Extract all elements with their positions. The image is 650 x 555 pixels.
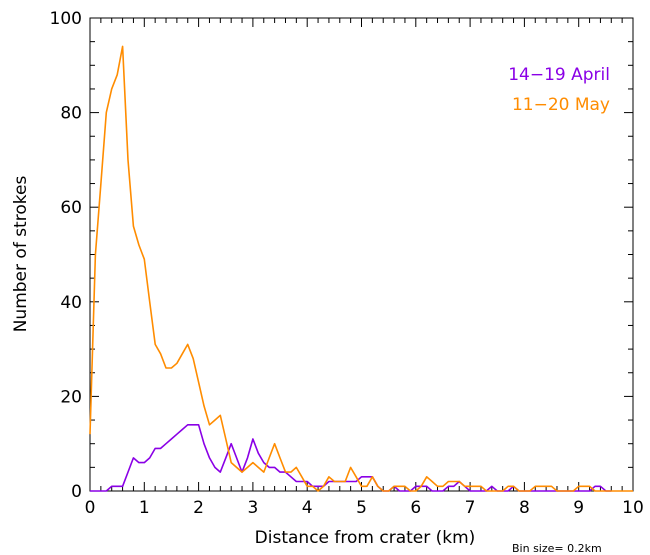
legend-entry-may: 11−20 May: [512, 95, 610, 115]
y-tick-label: 0: [71, 482, 82, 502]
y-tick-label: 20: [60, 387, 82, 407]
x-tick-label: 8: [519, 498, 530, 518]
x-tick-label: 4: [302, 498, 313, 518]
x-tick-label: 3: [247, 498, 258, 518]
plot-frame: [89, 17, 634, 492]
series-line-may: [89, 45, 633, 492]
x-tick-label: 9: [573, 498, 584, 518]
x-tick-label: 5: [356, 498, 367, 518]
bin-size-note: Bin size= 0.2km: [512, 542, 602, 555]
legend-entry-april: 14−19 April: [508, 65, 610, 85]
series-lines: [89, 45, 633, 492]
x-tick-label: 6: [410, 498, 421, 518]
x-tick-label: 0: [85, 498, 96, 518]
y-tick-label: 80: [60, 104, 82, 124]
y-tick-label: 60: [60, 198, 82, 218]
x-tick-label: 2: [193, 498, 204, 518]
x-tick-label: 1: [139, 498, 150, 518]
x-axis-title: Distance from crater (km): [255, 528, 476, 548]
y-tick-label: 100: [50, 9, 82, 29]
x-tick-label: 7: [465, 498, 476, 518]
tick-marks: [89, 17, 634, 492]
y-tick-label: 40: [60, 293, 82, 313]
y-axis-title: Number of strokes: [11, 176, 31, 333]
series-line-april: [90, 423, 612, 492]
x-tick-label: 10: [622, 498, 644, 518]
